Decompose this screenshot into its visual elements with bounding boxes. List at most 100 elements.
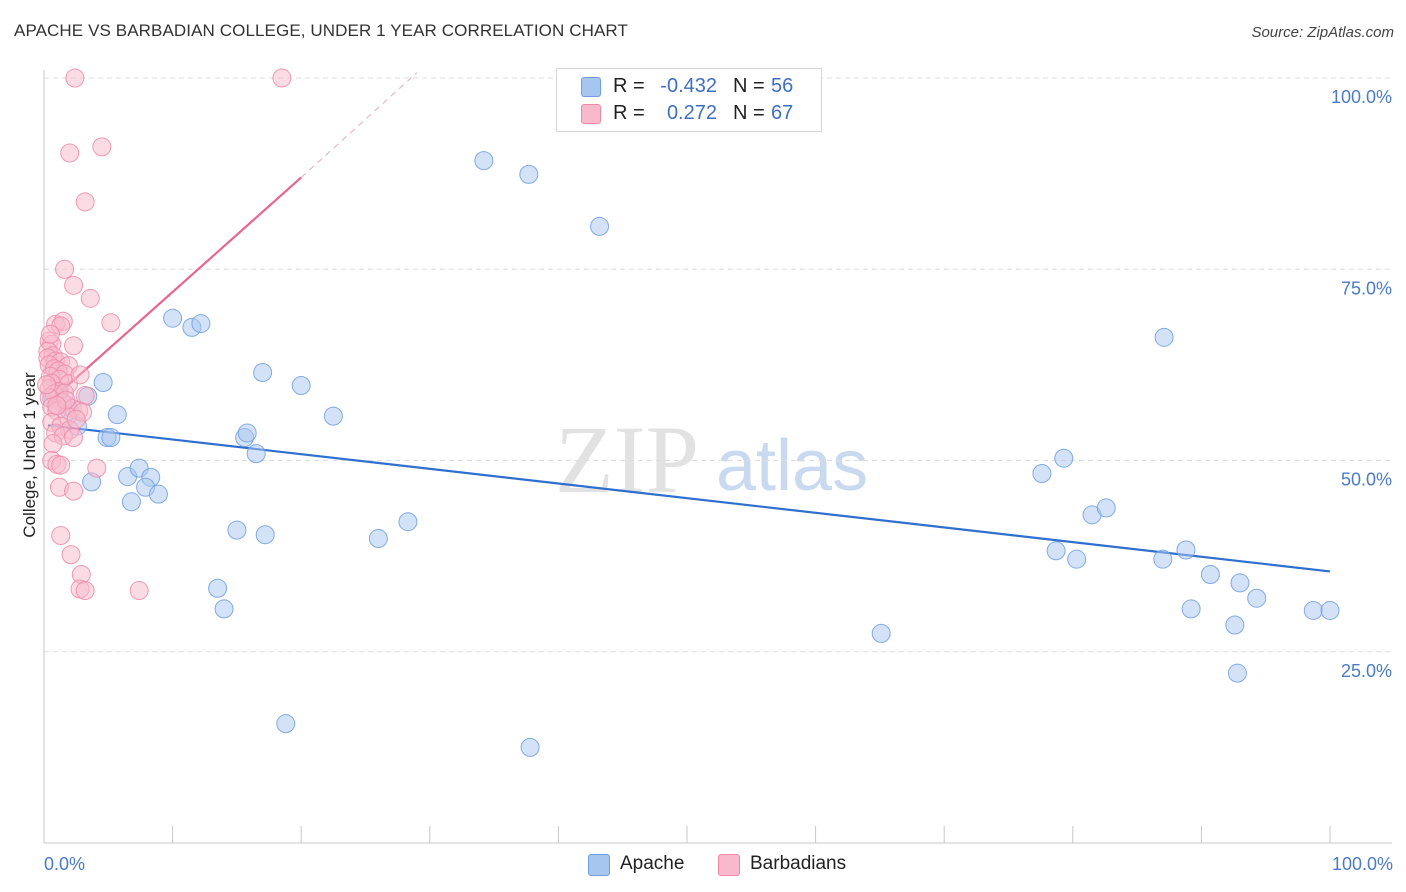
data-point <box>75 581 95 601</box>
trend-extension-barbadians <box>300 72 418 178</box>
barbadians-swatch <box>581 104 601 124</box>
data-point <box>1067 549 1087 569</box>
data-point <box>64 336 84 356</box>
data-point <box>65 68 85 88</box>
data-point <box>237 423 257 443</box>
apache-n-value: 56 <box>771 75 794 97</box>
data-point <box>520 737 540 757</box>
stats-legend: R = -0.432 N = 56 R = 0.272 N = 67 <box>556 68 822 132</box>
data-point <box>1200 564 1220 584</box>
data-point <box>64 275 84 295</box>
data-point <box>474 151 494 171</box>
apache-n-label: N = <box>733 75 765 97</box>
data-point <box>148 484 168 504</box>
y-tick-label: 25.0% <box>1341 661 1392 681</box>
data-point <box>291 376 311 396</box>
barbadians-legend-swatch <box>718 854 740 876</box>
data-point <box>272 68 292 88</box>
data-point <box>87 458 107 478</box>
series-barbadians <box>37 68 292 601</box>
data-point <box>255 525 275 545</box>
data-point <box>75 192 95 212</box>
apache-swatch <box>581 77 601 97</box>
gridlines <box>44 77 1392 653</box>
data-point <box>43 434 63 454</box>
legend-row-barbadians: R = 0.272 N = 67 <box>557 101 821 127</box>
data-point <box>64 481 84 501</box>
series-legend: Apache Barbadians <box>0 850 1406 878</box>
chart-title: APACHE VS BARBADIAN COLLEGE, UNDER 1 YEA… <box>14 21 628 40</box>
barbadians-r-value: 0.272 <box>666 102 717 124</box>
data-point <box>1230 573 1250 593</box>
barbadians-r-label: R = <box>613 102 645 124</box>
data-point <box>51 455 71 475</box>
x-tick-label: 100.0% <box>1332 854 1393 874</box>
data-point <box>47 395 67 415</box>
data-point <box>1054 448 1074 468</box>
data-point <box>80 288 100 308</box>
y-tick-label: 50.0% <box>1341 470 1392 490</box>
data-point <box>323 406 343 426</box>
data-point <box>61 545 81 565</box>
data-point <box>60 143 80 163</box>
x-tick-label: 0.0% <box>44 854 85 874</box>
apache-r-label: R = <box>613 75 645 97</box>
data-point <box>1154 327 1174 347</box>
apache-legend-label: Apache <box>620 853 685 874</box>
data-point <box>1153 549 1173 569</box>
data-point <box>163 308 183 328</box>
barbadians-legend-label: Barbadians <box>750 853 847 874</box>
y-axis-label: College, Under 1 year <box>20 372 39 538</box>
data-point <box>37 375 57 395</box>
watermark-zip: ZIP <box>555 406 699 513</box>
data-point <box>55 259 75 279</box>
data-point <box>70 365 90 385</box>
data-point <box>1181 599 1201 619</box>
data-point <box>590 216 610 236</box>
data-point <box>129 581 149 601</box>
data-point <box>93 372 113 392</box>
data-point <box>101 313 121 333</box>
data-point <box>1247 588 1267 608</box>
data-point <box>276 714 296 734</box>
data-point <box>191 314 211 334</box>
data-point <box>1303 600 1323 620</box>
barbadians-n-value: 67 <box>771 102 794 124</box>
barbadians-n-label: N = <box>733 102 765 124</box>
watermark-atlas: atlas <box>716 426 868 506</box>
data-point <box>519 164 539 184</box>
tick-labels: 25.0% 50.0% 75.0% 100.0% 0.0% 100.0% <box>44 87 1393 874</box>
data-point <box>1227 663 1247 683</box>
data-point <box>40 324 60 344</box>
y-tick-label: 75.0% <box>1341 278 1392 298</box>
data-point <box>1096 498 1116 518</box>
data-point <box>246 444 266 464</box>
data-point <box>368 529 388 549</box>
data-point <box>1225 615 1245 635</box>
apache-r-value: -0.432 <box>660 75 717 97</box>
data-point <box>214 599 234 619</box>
data-point <box>51 525 71 545</box>
data-point <box>208 578 228 598</box>
y-tick-label: 100.0% <box>1331 87 1392 107</box>
data-point <box>253 363 273 383</box>
data-point <box>107 405 127 425</box>
data-point <box>227 520 247 540</box>
watermark: ZIP atlas <box>555 406 868 513</box>
data-point <box>1176 540 1196 560</box>
data-point <box>871 623 891 643</box>
data-point <box>92 137 112 157</box>
data-point <box>1320 600 1340 620</box>
chart-source: Source: ZipAtlas.com <box>1251 24 1394 41</box>
data-point <box>398 512 418 532</box>
data-point <box>121 492 141 512</box>
data-point <box>64 428 84 448</box>
data-point <box>66 409 86 429</box>
legend-row-apache: R = -0.432 N = 56 <box>557 74 821 100</box>
series-apache <box>42 151 1340 757</box>
data-points <box>37 68 1340 757</box>
apache-legend-swatch <box>588 854 610 876</box>
data-point <box>1046 541 1066 561</box>
data-point <box>1032 464 1052 484</box>
